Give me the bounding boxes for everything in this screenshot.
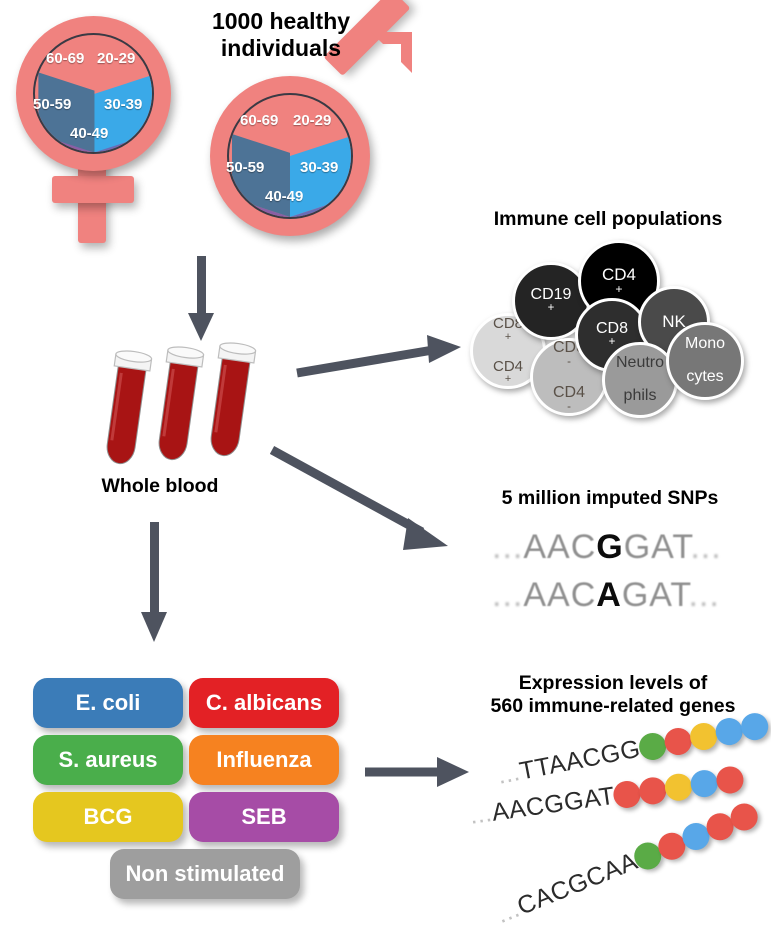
arrow-blood-to-stimuli xyxy=(140,522,170,648)
pie-label-50-59: 50-59 xyxy=(226,159,265,176)
page-title-individuals: 1000 healthy individuals xyxy=(176,8,386,62)
immune-cell-neutrophils: Neutro phils xyxy=(602,342,678,418)
pie-label-30-39: 30-39 xyxy=(300,159,339,176)
arrow-shaft xyxy=(150,522,159,617)
pie-label-30-39: 30-39 xyxy=(104,96,143,113)
female-symbol: 20-29 30-39 40-49 50-59 60-69 xyxy=(8,8,178,253)
pie-label-20-29: 20-29 xyxy=(293,112,332,129)
pie-label-60-69: 60-69 xyxy=(46,50,85,67)
snp-left-bases: AAC xyxy=(523,528,597,566)
cell-label: CD4 + xyxy=(601,264,636,297)
strand-bases: TTAACGG xyxy=(517,734,643,786)
cell-line-2: phils xyxy=(623,387,657,405)
title-expression-levels: Expression levels of 560 immune-related … xyxy=(455,672,771,718)
title-immune-cell-populations: Immune cell populations xyxy=(493,208,723,230)
cell-label: CD19 + xyxy=(530,285,572,315)
gene-bead xyxy=(662,725,694,758)
strand-sequence-text: ...AACGGAT xyxy=(468,782,617,831)
snp-right-bases: GAT xyxy=(623,528,691,566)
gene-bead xyxy=(689,768,720,799)
blood-tube xyxy=(196,339,265,468)
snp-left-bases: AAC xyxy=(523,576,597,614)
snp-sequence-bottom: ...AACAGAT... xyxy=(492,576,720,615)
gene-bead xyxy=(687,720,720,753)
arrow-blood-to-immune-cells xyxy=(295,325,465,385)
gene-bead xyxy=(611,779,643,810)
gene-bead xyxy=(713,715,745,748)
gene-bead xyxy=(663,771,694,803)
expression-strands: ...TTAACGG ...AACGGAT ...CACGCAA xyxy=(468,710,771,929)
label-whole-blood: Whole blood xyxy=(101,475,219,497)
stimulus-c-albicans[interactable]: C. albicans xyxy=(189,678,339,728)
cell-line-2: cytes xyxy=(686,368,724,386)
stimulus-bcg[interactable]: BCG xyxy=(33,792,183,842)
pie-label-40-49: 40-49 xyxy=(70,125,109,142)
snp-sequences: ...AACGGAT... ...AACAGAT... xyxy=(492,528,752,620)
male-symbol-arrow-head xyxy=(365,30,415,80)
pie-label-50-59: 50-59 xyxy=(33,96,72,113)
pie-label-20-29: 20-29 xyxy=(97,50,136,67)
whole-blood-tubes xyxy=(100,340,270,465)
stimulus-seb[interactable]: SEB xyxy=(189,792,339,842)
immune-cell-cluster: CD8 + CD4 + CD19 + CD4 + CD8- CD4- CD8 + NK N… xyxy=(470,240,770,420)
cell-line-2: CD4- xyxy=(552,384,585,413)
arrow-blood-to-snps xyxy=(269,440,470,575)
title-individuals-line1: 1000 healthy xyxy=(211,8,351,34)
stimulus-e-coli[interactable]: E. coli xyxy=(33,678,183,728)
stimulus-influenza[interactable]: Influenza xyxy=(189,735,339,785)
snp-prefix: ... xyxy=(492,576,524,614)
blood-tube xyxy=(144,343,213,472)
arrow-stimuli-to-expression xyxy=(363,752,473,792)
arrow-shaft xyxy=(197,256,206,318)
pie-label-40-49: 40-49 xyxy=(265,188,304,205)
title-individuals-line2: individuals xyxy=(220,35,342,62)
cell-label: CD8 + xyxy=(595,319,628,349)
female-symbol-cross-bar xyxy=(52,176,134,203)
strand-sequence-text: ...CACGCAA xyxy=(493,847,642,930)
snp-variant-base: G xyxy=(596,528,624,566)
cell-line-1: Neutro xyxy=(615,354,665,372)
snp-suffix: ... xyxy=(688,576,720,614)
pie-label-60-69: 60-69 xyxy=(240,112,279,129)
male-age-pie xyxy=(227,93,353,219)
cell-line-1: CD8 + xyxy=(492,315,523,343)
gene-bead xyxy=(714,764,746,796)
male-symbol: 20-29 30-39 40-49 50-59 60-69 xyxy=(205,0,420,243)
cell-label: NK xyxy=(662,312,686,332)
stimulus-s-aureus[interactable]: S. aureus xyxy=(33,735,183,785)
stimuli-panel: E. coli C. albicans S. aureus Influenza … xyxy=(33,678,339,899)
snp-sequence-top: ...AACGGAT... xyxy=(492,528,722,567)
cell-line-2: CD4 + xyxy=(492,357,523,386)
snp-variant-base: A xyxy=(596,576,622,614)
snp-right-bases: GAT xyxy=(621,576,689,614)
gene-bead xyxy=(637,775,669,807)
stimulus-non-stimulated[interactable]: Non stimulated xyxy=(110,849,300,899)
strand-bases: CACGCAA xyxy=(513,847,642,921)
cell-line-1: Mono xyxy=(684,335,726,353)
gene-bead xyxy=(738,710,771,743)
arrow-head xyxy=(141,612,167,642)
female-age-pie xyxy=(33,33,154,154)
snp-prefix: ... xyxy=(492,528,524,566)
arrow-individuals-to-blood xyxy=(188,256,214,346)
title-imputed-snps: 5 million imputed SNPs xyxy=(501,487,719,509)
blood-tube xyxy=(92,347,161,476)
title-expression-line1: Expression levels of xyxy=(518,672,708,694)
title-expression-line2: 560 immune-related genes xyxy=(490,695,736,717)
snp-suffix: ... xyxy=(690,528,722,566)
immune-cell-monocytes: Mono cytes xyxy=(666,322,744,400)
arrow-head xyxy=(188,313,214,341)
